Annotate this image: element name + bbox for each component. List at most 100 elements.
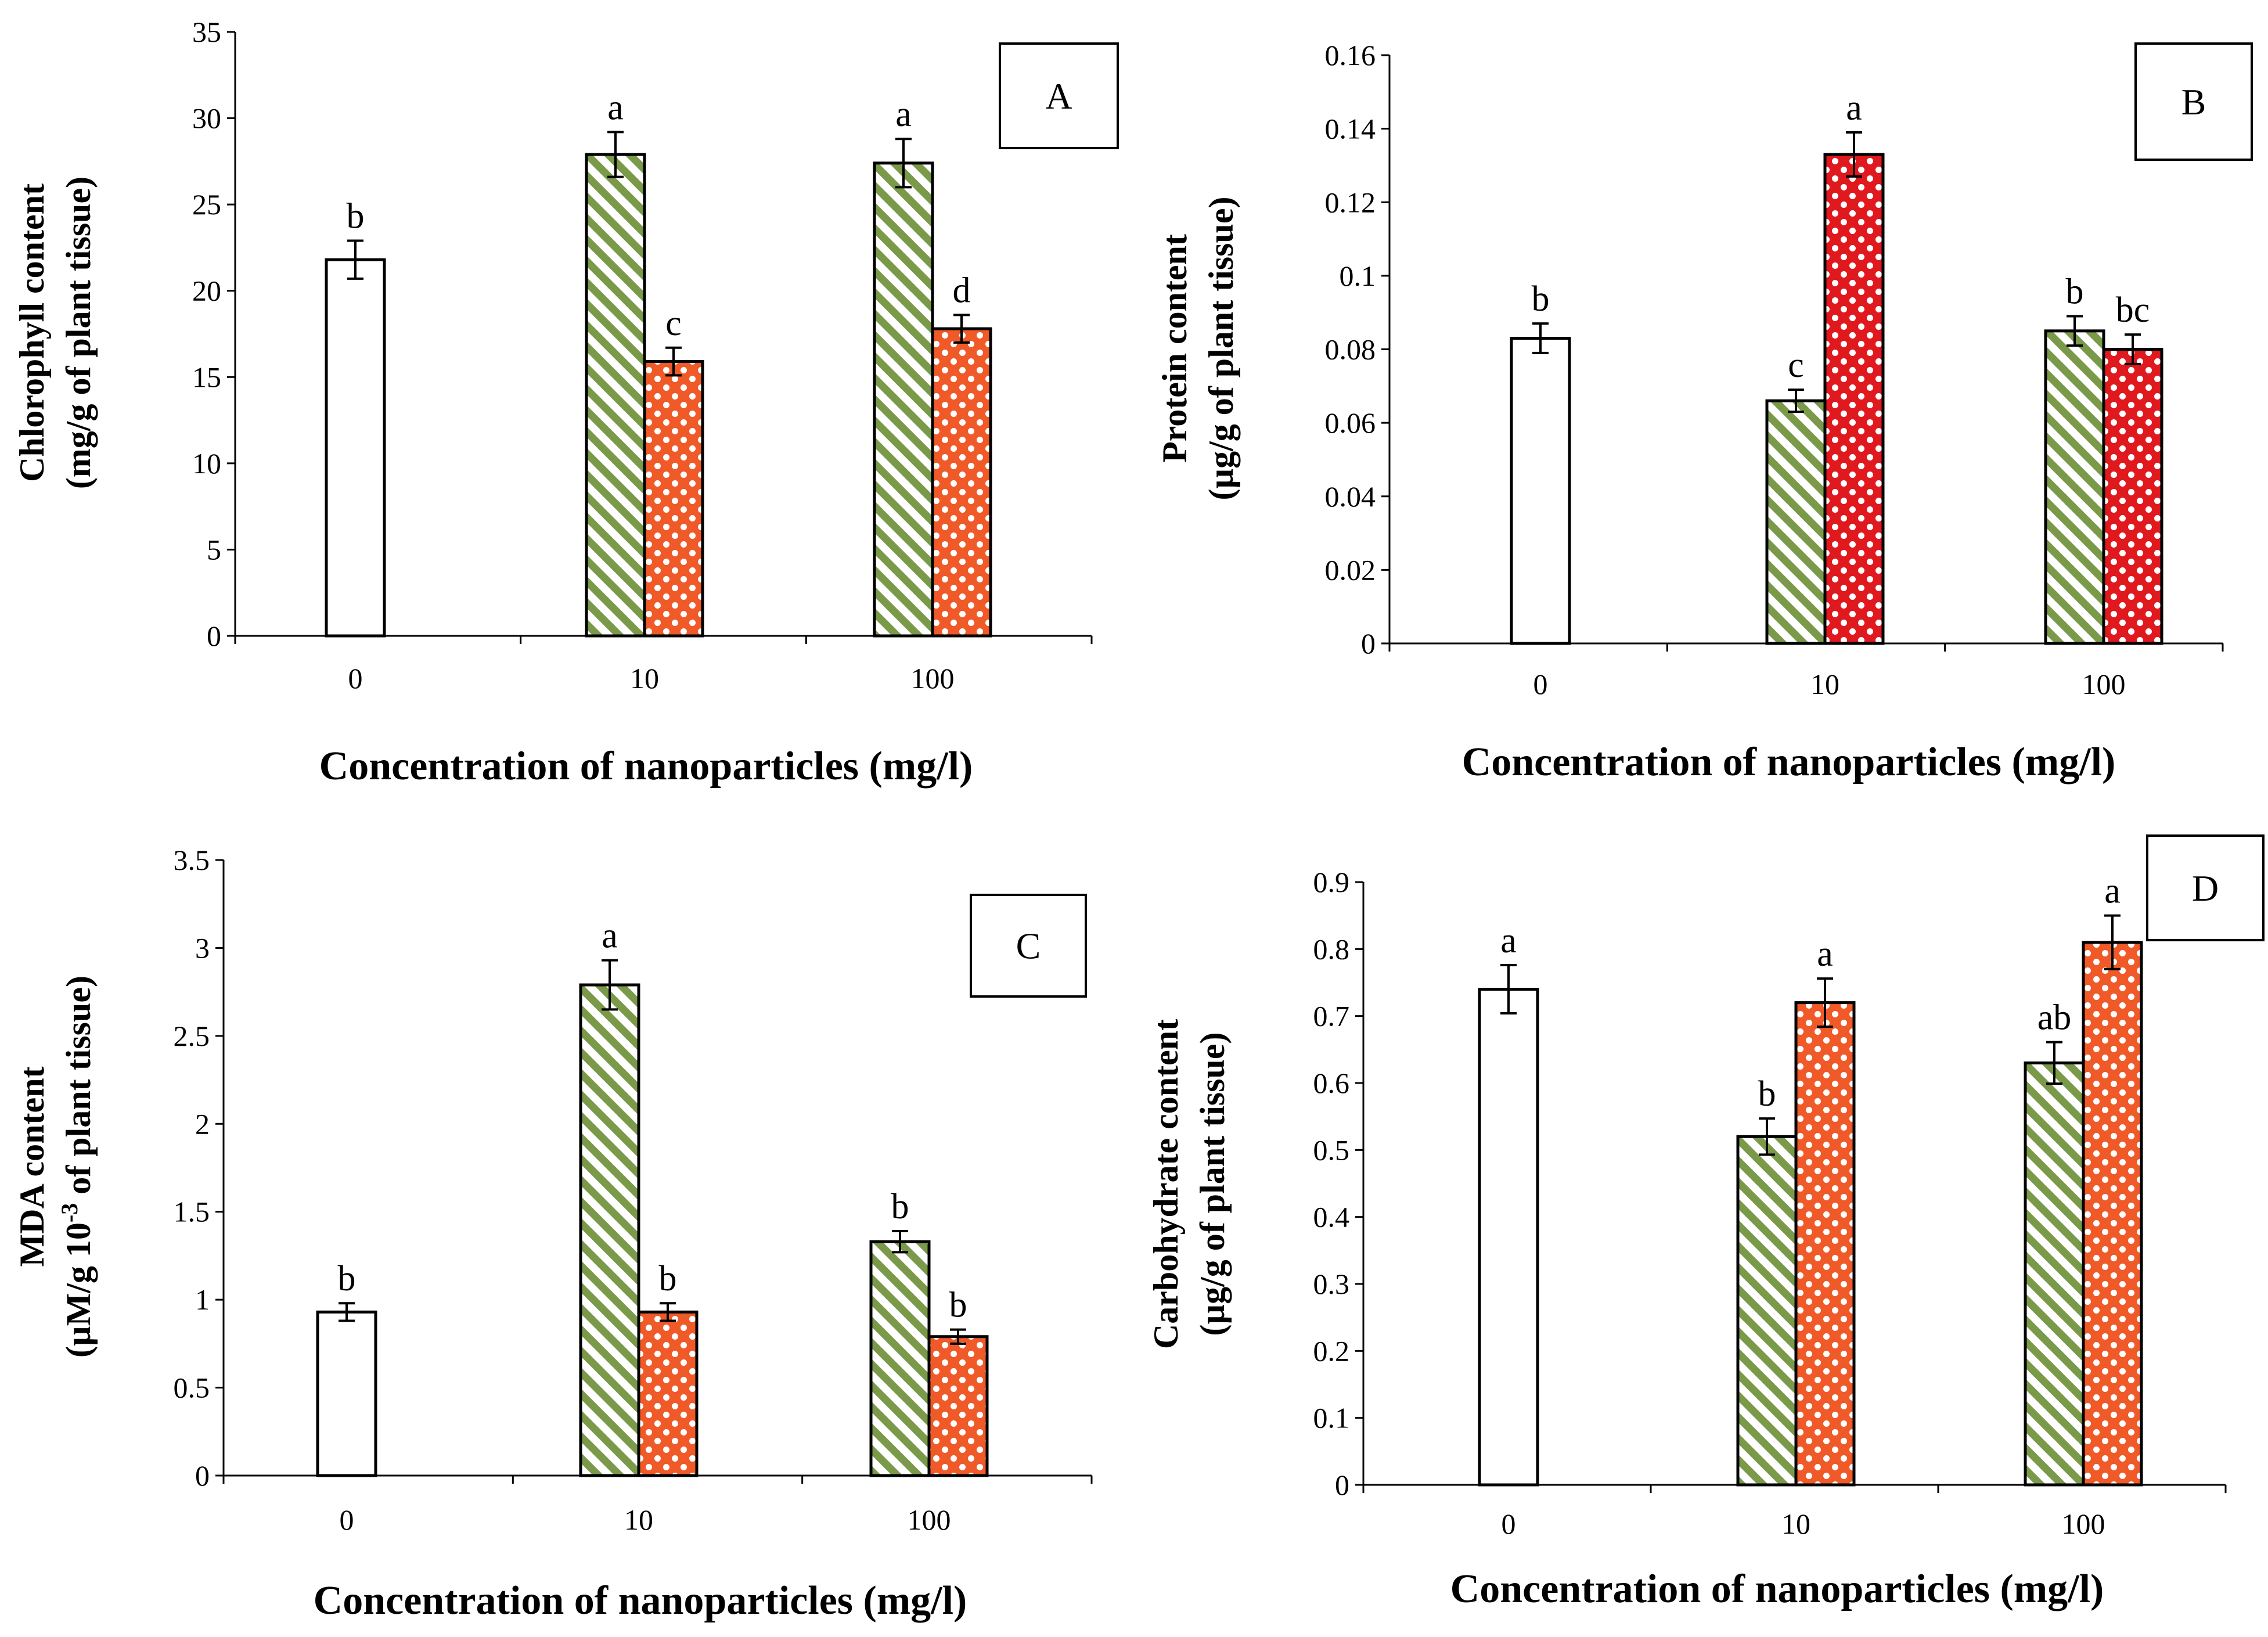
y-tick-label: 0.8 bbox=[1313, 933, 1350, 965]
significance-letter: b bbox=[891, 1187, 909, 1226]
bar-dots bbox=[1794, 1001, 1856, 1487]
y-tick-label: 0.9 bbox=[1313, 866, 1350, 898]
y-tick-label: 0.16 bbox=[1325, 39, 1376, 71]
significance-letter: b bbox=[659, 1259, 677, 1298]
significance-letter: a bbox=[602, 916, 618, 956]
y-tick-label: 1 bbox=[195, 1283, 210, 1316]
significance-letter: b bbox=[338, 1259, 356, 1298]
y-tick-label: 3.5 bbox=[174, 844, 210, 876]
x-tick-label: 100 bbox=[2082, 668, 2126, 700]
y-tick-label: 0 bbox=[1335, 1469, 1349, 1501]
panel-label-box bbox=[2134, 42, 2253, 161]
y-tick-label: 2.5 bbox=[174, 1020, 210, 1052]
y-tick-label: 15 bbox=[192, 361, 221, 393]
bar-stripe bbox=[1765, 399, 1827, 645]
y-axis-title-line2: (µg/g of plant tissue) bbox=[1193, 1032, 1232, 1336]
y-tick-label: 30 bbox=[192, 102, 221, 135]
y-tick-label: 0 bbox=[195, 1459, 210, 1492]
chart-b: 00.020.040.060.080.10.120.140.160 10 100bc… bbox=[1155, 39, 2253, 785]
y-axis-title-line1: Chlorophyll content bbox=[13, 184, 51, 482]
y-tick-label: 10 bbox=[192, 447, 221, 480]
chart-a: 0 5 10 15 20 25 30 35 0 10 100 b a a c d Chlorophyll con… bbox=[13, 16, 1119, 789]
y-axis-title-line1: Carbohydrate content bbox=[1147, 1019, 1185, 1349]
panel-label-box bbox=[2146, 834, 2265, 941]
bar-stripe bbox=[2024, 1061, 2085, 1487]
significance-letter: a bbox=[1846, 88, 1862, 128]
panel-b-chart: 00.020.040.060.080.10.120.140.160 10 100bc… bbox=[1155, 39, 2253, 785]
y-tick-label: 0.02 bbox=[1325, 553, 1376, 586]
y-tick-label: 1.5 bbox=[174, 1196, 210, 1228]
y-tick-label: 3 bbox=[195, 931, 210, 964]
significance-letter: a bbox=[1500, 921, 1517, 960]
x-tick-label: 10 bbox=[1810, 668, 1839, 700]
y-tick-label: 0.08 bbox=[1325, 333, 1376, 366]
y-tick-label: 0.4 bbox=[1313, 1201, 1350, 1233]
panel-a-chart: 0 5 10 15 20 25 30 35 0 10 100 b a a c d Chlorophyll con… bbox=[13, 16, 1119, 789]
significance-letter: b bbox=[1758, 1074, 1776, 1114]
bar-dots bbox=[1823, 153, 1885, 645]
panel-label-box bbox=[999, 42, 1119, 149]
panel-label: B bbox=[2181, 81, 2206, 123]
significance-letter: b bbox=[949, 1286, 967, 1325]
significance-letter: a bbox=[1817, 934, 1833, 974]
bar-stripe bbox=[869, 1240, 931, 1477]
panel-d-chart: 00.10.20.30.40.50.60.70.80.90 10 100ababaa… bbox=[1147, 834, 2265, 1611]
bar-control bbox=[1478, 988, 1539, 1487]
y-tick-label: 20 bbox=[192, 275, 221, 307]
bar-dots bbox=[927, 1335, 989, 1477]
panel-label: C bbox=[1016, 926, 1041, 967]
bar-stripe bbox=[1736, 1135, 1798, 1487]
bar-dots bbox=[643, 360, 704, 638]
bar-stripe bbox=[579, 983, 640, 1477]
y-axis-title-line1: MDA content bbox=[13, 1067, 51, 1267]
y-tick-label: 2 bbox=[195, 1107, 210, 1140]
bar-control bbox=[325, 258, 386, 638]
y-tick-label: 0.6 bbox=[1313, 1067, 1350, 1099]
y-tick-label: 0.1 bbox=[1340, 260, 1376, 292]
y-tick-label: 0.04 bbox=[1325, 480, 1376, 513]
y-axis-title-line2: (mg/g of plant tissue) bbox=[59, 177, 98, 489]
significance-letter: ab bbox=[2037, 998, 2072, 1038]
significance-letter: d bbox=[953, 271, 971, 310]
x-tick-label: 0 bbox=[1533, 668, 1548, 700]
y-tick-label: 0.5 bbox=[1313, 1134, 1350, 1166]
y-tick-label: 0.3 bbox=[1313, 1268, 1350, 1300]
y-tick-label: 35 bbox=[192, 16, 221, 48]
x-tick-label: 10 bbox=[630, 662, 659, 695]
x-axis-title: Concentration of nanoparticles (mg/l) bbox=[1450, 1567, 2104, 1611]
significance-letter: bc bbox=[2116, 290, 2150, 330]
y-tick-label: 5 bbox=[207, 533, 221, 566]
bar-stripe bbox=[2044, 329, 2105, 645]
y-tick-label: 0.14 bbox=[1325, 113, 1376, 145]
y-axis-title-line1: Protein content bbox=[1155, 234, 1194, 463]
significance-letter: b bbox=[2066, 272, 2084, 312]
significance-letter: a bbox=[2104, 872, 2121, 911]
x-axis-title: Concentration of nanoparticles (mg/l) bbox=[1462, 740, 2116, 785]
significance-letter: b bbox=[347, 197, 365, 236]
y-tick-label: 0.06 bbox=[1325, 406, 1376, 439]
y-tick-label: 0.7 bbox=[1313, 1000, 1350, 1032]
chart-c: 0 0.5 1 1.5 2 2.5 3 3.5 0 10 100 b a b b b MDA content(µ… bbox=[13, 844, 1093, 1623]
panel-label: A bbox=[1045, 75, 1072, 117]
significance-letter: b bbox=[1532, 279, 1550, 319]
significance-letter: a bbox=[607, 88, 624, 127]
significance-letter: a bbox=[895, 95, 912, 134]
y-tick-label: 0 bbox=[207, 620, 221, 652]
bar-stripe bbox=[873, 161, 934, 638]
y-tick-label: 0.1 bbox=[1313, 1402, 1350, 1434]
bar-dots bbox=[2102, 348, 2163, 645]
x-tick-label: 10 bbox=[624, 1503, 653, 1536]
x-tick-label: 0 bbox=[1502, 1508, 1516, 1540]
x-tick-label: 0 bbox=[348, 662, 363, 695]
significance-letter: c bbox=[1788, 346, 1804, 385]
chart-d: 00.10.20.30.40.50.60.70.80.90 10 100ababaa… bbox=[1147, 834, 2265, 1611]
bar-dots bbox=[2082, 941, 2143, 1487]
x-tick-label: 0 bbox=[340, 1503, 354, 1536]
y-tick-label: 25 bbox=[192, 188, 221, 221]
y-tick-label: 0.2 bbox=[1313, 1334, 1350, 1367]
panel-label-box bbox=[970, 894, 1087, 998]
x-tick-label: 100 bbox=[908, 1503, 951, 1536]
y-axis-title-line2: (µg/g of plant tissue) bbox=[1202, 197, 1240, 501]
bar-control bbox=[1510, 337, 1571, 645]
x-axis-title: Concentration of nanoparticles (mg/l) bbox=[319, 744, 973, 789]
